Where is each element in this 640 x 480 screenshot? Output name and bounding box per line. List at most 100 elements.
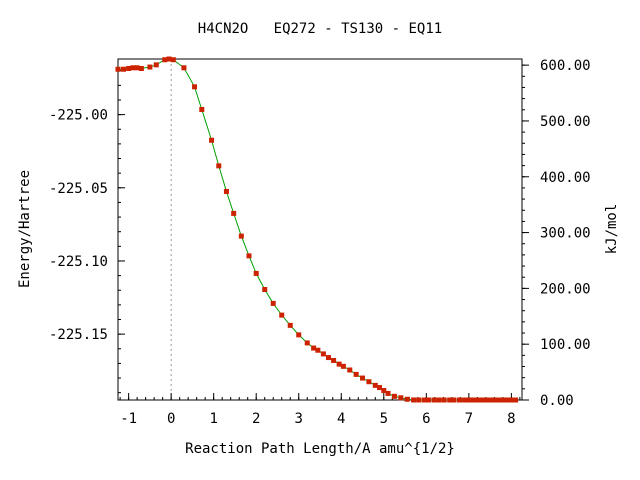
- data-point: [391, 393, 397, 399]
- minor-ticks: [118, 64, 525, 400]
- data-point: [425, 397, 431, 403]
- data-point: [474, 397, 480, 403]
- x-tick-label: 8: [507, 411, 515, 427]
- y-axis-label: Energy/Hartree: [17, 170, 33, 288]
- data-point: [377, 385, 383, 391]
- y-axis-ticks: -225.00 -225.05 -225.10 -225.15: [49, 108, 125, 343]
- data-point: [462, 397, 468, 403]
- data-point: [470, 397, 476, 403]
- x-tick-label: 3: [295, 411, 303, 427]
- data-point: [431, 397, 437, 403]
- plot-frame: [117, 58, 523, 401]
- data-point: [483, 397, 489, 403]
- y-tick-label: -225.05: [49, 181, 108, 197]
- data-point: [336, 361, 342, 367]
- data-point: [134, 65, 140, 71]
- data-point: [504, 397, 510, 403]
- x-tick-label: -1: [120, 411, 137, 427]
- data-point: [126, 66, 132, 72]
- data-point: [340, 363, 346, 369]
- data-point: [411, 397, 417, 403]
- data-point: [487, 397, 493, 403]
- data-point: [353, 371, 359, 377]
- data-point: [320, 351, 326, 357]
- data-point: [192, 84, 198, 90]
- data-point: [304, 340, 310, 346]
- y-tick-label: -225.00: [49, 108, 108, 124]
- data-point: [147, 64, 153, 70]
- data-point: [500, 397, 506, 403]
- data-point: [398, 395, 404, 401]
- data-point: [496, 397, 502, 403]
- y-tick-label: -225.10: [49, 254, 108, 270]
- chart-title: H4CN2O EQ272 - TS130 - EQ11: [198, 21, 442, 37]
- data-point: [441, 397, 447, 403]
- data-point: [404, 396, 410, 402]
- data-point: [466, 397, 472, 403]
- data-point: [491, 397, 497, 403]
- data-point: [121, 66, 127, 72]
- data-point: [315, 347, 321, 353]
- data-point: [372, 382, 378, 388]
- y2-tick-label: 500.00: [540, 114, 591, 130]
- x-axis-ticks: -1 0 1 2 3 4 5 6 7 8: [120, 393, 516, 427]
- data-point: [209, 137, 215, 143]
- data-point: [130, 65, 136, 71]
- data-point: [381, 387, 387, 393]
- data-point: [331, 357, 337, 363]
- data-point: [162, 57, 168, 63]
- y-tick-label: -225.15: [49, 327, 108, 343]
- data-point: [360, 375, 366, 381]
- data-point: [479, 397, 485, 403]
- x-tick-label: 6: [422, 411, 430, 427]
- data-point: [153, 62, 159, 68]
- x-tick-label: 1: [209, 411, 217, 427]
- y2-tick-label: 400.00: [540, 170, 591, 186]
- data-point: [216, 163, 222, 169]
- data-point: [508, 397, 514, 403]
- data-point: [366, 379, 372, 385]
- data-point: [296, 332, 302, 338]
- data-point: [238, 233, 244, 239]
- data-point-markers: [115, 56, 519, 403]
- data-point: [347, 367, 353, 373]
- data-point: [279, 312, 285, 318]
- data-point: [270, 300, 276, 306]
- x-tick-label: 0: [167, 411, 175, 427]
- data-point: [287, 322, 293, 328]
- x-tick-label: 4: [337, 411, 345, 427]
- data-point: [421, 397, 427, 403]
- y2-tick-label: 600.00: [540, 58, 591, 74]
- data-point: [166, 56, 172, 62]
- y2-axis-label: kJ/mol: [604, 204, 620, 255]
- y2-axis-ticks: 0.00 100.00 200.00 300.00 400.00 500.00 600.00: [522, 58, 591, 409]
- data-point: [385, 390, 391, 396]
- data-point: [246, 253, 252, 259]
- x-tick-label: 5: [380, 411, 388, 427]
- data-point: [223, 188, 229, 194]
- x-axis-label: Reaction Path Length/A amu^{1/2}: [185, 441, 455, 457]
- data-point: [231, 210, 237, 216]
- data-point: [181, 65, 187, 71]
- y2-tick-label: 0.00: [540, 393, 574, 409]
- data-point: [262, 287, 268, 292]
- data-point: [447, 397, 453, 403]
- data-point: [326, 355, 332, 361]
- data-point: [170, 57, 176, 63]
- data-point: [199, 106, 205, 112]
- data-point: [436, 397, 442, 403]
- data-point: [253, 270, 259, 276]
- data-point: [311, 345, 317, 351]
- y2-tick-label: 200.00: [540, 281, 591, 297]
- data-point: [451, 397, 457, 403]
- data-point: [115, 66, 121, 72]
- y2-tick-label: 300.00: [540, 226, 591, 242]
- data-point: [416, 397, 422, 403]
- data-point: [138, 66, 144, 72]
- y2-tick-label: 100.00: [540, 337, 591, 353]
- data-point: [456, 397, 462, 403]
- x-tick-label: 7: [465, 411, 473, 427]
- data-point: [513, 397, 519, 403]
- x-tick-label: 2: [252, 411, 260, 427]
